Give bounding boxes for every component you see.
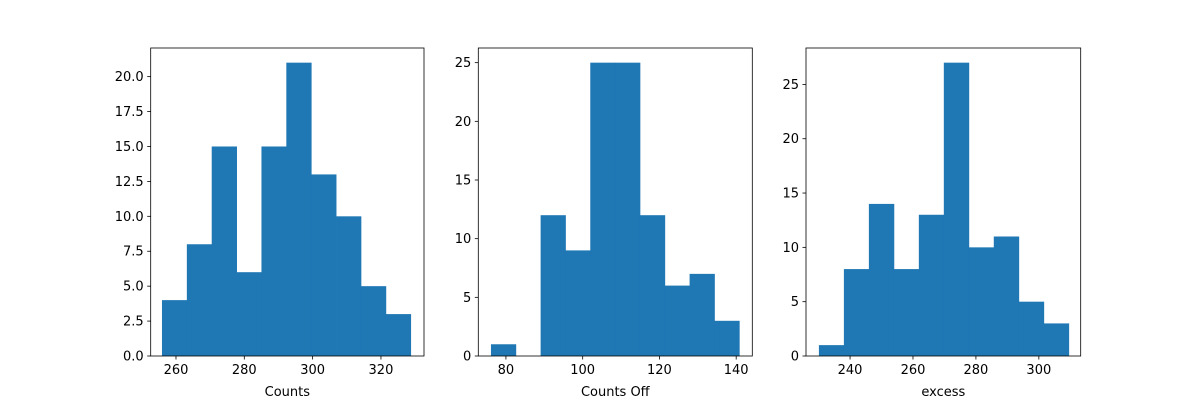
y-tick-label: 0 [463,350,471,365]
histogram-bar [943,62,970,357]
x-axis-label: Counts [265,385,311,400]
y-tick-label: 25 [455,56,472,71]
histogram-bar [385,314,412,356]
y-tick-label: 15 [782,187,799,202]
histogram-bar [993,236,1020,356]
histogram-bar [286,62,312,357]
y-tick-label: 10 [782,241,799,256]
x-axis-label: excess [921,385,965,400]
axes-frame [805,47,1082,357]
y-tick-label: 20.0 [115,70,144,85]
histogram-bar [236,272,262,356]
histogram-bar [818,345,845,356]
histogram-bar [186,244,213,356]
histogram-bar [211,146,237,356]
y-tick-label: 0.0 [123,350,144,365]
histogram-bar [918,214,945,356]
y-tick-label: 17.5 [115,105,144,120]
histogram-bar [615,62,641,357]
y-tick-label: 12.5 [115,175,144,190]
histogram-bar [893,269,920,356]
x-tick-label: 260 [901,363,926,378]
y-tick-label: 15 [455,174,472,189]
y-tick-label: 20 [782,132,799,147]
x-tick-label: 80 [498,363,515,378]
histogram-counts-off: 80 100 120 140 0 5 10 15 20 25 Counts Off [455,47,753,400]
histogram-excess: 240 260 280 300 0 5 10 15 20 25 excess [782,47,1082,400]
x-axis-label: Counts Off [581,385,651,400]
y-tick-label: 5 [791,295,799,310]
x-tick-label: 120 [647,363,672,378]
histogram-bar [639,215,666,356]
histogram-bar [590,62,616,357]
x-tick-label: 280 [232,363,257,378]
histogram-bar [565,250,591,356]
histogram-bar [360,286,387,356]
x-tick-label: 300 [1026,363,1051,378]
histogram-bar [689,273,715,356]
y-tick-label: 2.5 [123,315,144,330]
axes-frame [477,47,753,357]
x-tick-label: 280 [964,363,989,378]
x-tick-label: 240 [838,363,863,378]
y-tick-label: 5 [463,291,471,306]
histogram-bar [968,247,995,356]
histogram-bar [336,216,362,356]
y-tick-label: 0 [791,350,799,365]
histogram-bar [261,146,287,356]
axes-frame [150,47,425,357]
x-tick-label: 100 [570,363,595,378]
histogram-counts: 260 280 300 320 0.0 2.5 5.0 7.5 10.0 12.5 15.0 17.5… [115,47,425,400]
y-tick-label: 20 [455,115,472,130]
histogram-bar [843,269,870,356]
histogram-bar [714,320,740,356]
y-tick-label: 25 [782,78,799,93]
y-tick-label: 5.0 [123,280,144,295]
y-tick-label: 7.5 [123,245,144,260]
histogram-bar [1018,301,1045,356]
y-tick-label: 10 [455,232,472,247]
y-tick-label: 15.0 [115,140,144,155]
histogram-bar [1043,323,1070,356]
histogram-bar [868,203,895,356]
x-tick-label: 140 [724,363,749,378]
histogram-bar [490,344,517,356]
x-tick-label: 300 [300,363,325,378]
histogram-bar [311,174,337,356]
histogram-bar [540,215,566,356]
x-tick-label: 260 [164,363,189,378]
y-tick-label: 10.0 [115,210,144,225]
histogram-bar [161,300,188,356]
histogram-bar [664,285,690,356]
x-tick-label: 320 [369,363,394,378]
